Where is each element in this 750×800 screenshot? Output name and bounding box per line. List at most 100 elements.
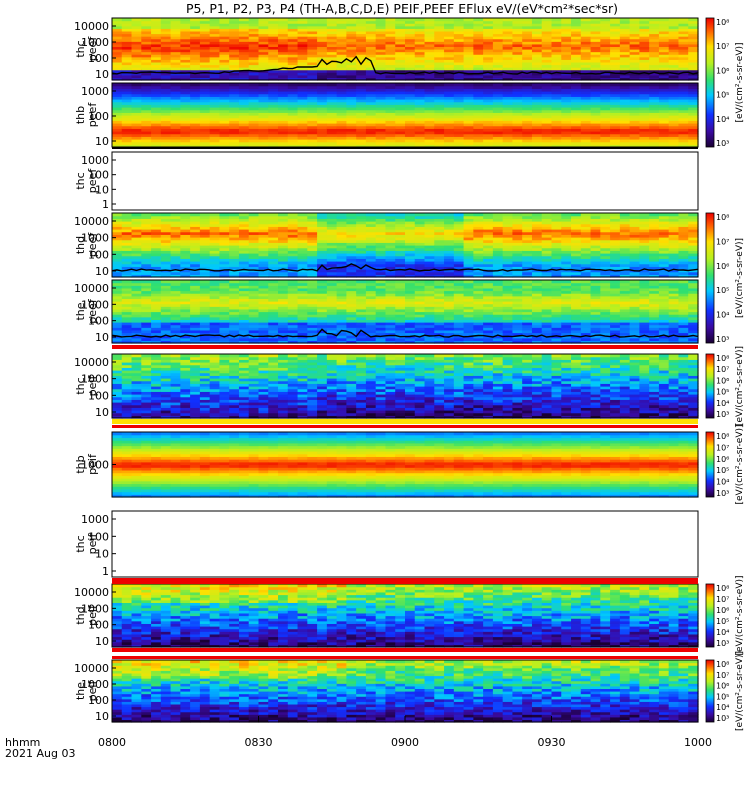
heat-cell xyxy=(238,72,250,76)
heat-cell xyxy=(297,51,308,55)
heat-cell xyxy=(258,49,269,53)
heat-cell xyxy=(258,74,269,79)
heat-cell xyxy=(365,46,377,50)
heat-cell xyxy=(395,36,406,40)
heat-cell xyxy=(199,54,211,58)
heat-cell xyxy=(209,33,221,37)
heat-cell xyxy=(434,49,445,53)
heat-cell xyxy=(444,23,455,27)
heat-cell xyxy=(356,74,367,79)
heat-cell xyxy=(238,56,250,60)
heat-cell xyxy=(238,61,250,66)
heat-cell xyxy=(453,20,465,24)
heat-cell xyxy=(131,64,142,68)
heat-cell xyxy=(307,56,318,60)
heat-cell xyxy=(346,64,357,68)
heat-cell xyxy=(180,25,191,29)
heat-cell xyxy=(444,46,455,50)
heat-cell xyxy=(258,33,269,37)
heat-cell xyxy=(268,20,279,24)
heat-cell xyxy=(219,74,230,79)
heat-cell xyxy=(346,33,357,37)
heat-cell xyxy=(385,64,396,68)
heat-cell xyxy=(297,69,308,73)
y-tick-label: 100 xyxy=(88,110,109,123)
heat-cell xyxy=(414,61,426,66)
heat-cell xyxy=(453,43,465,48)
heat-cell xyxy=(229,59,240,63)
heat-cell xyxy=(424,74,435,79)
heat-cell xyxy=(180,59,191,63)
heat-cell xyxy=(375,25,387,29)
heat-cell xyxy=(268,61,279,66)
heat-cell xyxy=(190,20,201,24)
heat-cell xyxy=(287,25,299,29)
heat-cell xyxy=(170,20,181,24)
heat-cell xyxy=(424,36,435,40)
heat-cell xyxy=(180,41,191,45)
heat-cell xyxy=(375,61,387,66)
heat-cell xyxy=(346,69,357,73)
heat-cell xyxy=(190,30,201,35)
heat-cell xyxy=(444,54,455,58)
heat-cell xyxy=(434,67,445,71)
heat-cell xyxy=(190,59,201,63)
heat-cell xyxy=(307,51,318,55)
heat-cell xyxy=(307,23,318,27)
heat-cell xyxy=(258,77,269,81)
heat-cell xyxy=(287,33,299,37)
heat-cell xyxy=(492,25,504,29)
heat-cell xyxy=(287,72,299,76)
heat-cell xyxy=(414,46,426,50)
heat-cell xyxy=(424,64,435,68)
heat-cell xyxy=(112,28,123,32)
heat-cell xyxy=(160,38,172,42)
heat-cell xyxy=(229,18,240,22)
heat-cell xyxy=(278,25,289,29)
heat-cell xyxy=(434,36,445,40)
heat-cell xyxy=(229,49,240,53)
heat-cell xyxy=(170,28,181,32)
heat-cell xyxy=(492,74,504,79)
heat-cell xyxy=(405,46,416,50)
heat-cell xyxy=(375,56,387,60)
heat-cell xyxy=(473,23,484,27)
heat-cell xyxy=(268,18,279,22)
heat-cell xyxy=(258,59,269,63)
heat-cell xyxy=(473,49,484,53)
heat-cell xyxy=(336,30,347,35)
heat-cell xyxy=(141,59,152,63)
heat-cell xyxy=(463,74,474,79)
heat-cell xyxy=(356,30,367,35)
heat-cell xyxy=(492,33,504,37)
heat-cell xyxy=(346,38,357,42)
heat-cell xyxy=(248,41,260,45)
heat-cell xyxy=(248,30,260,35)
heat-cell xyxy=(278,61,289,66)
heat-cell xyxy=(131,33,142,37)
heat-cell xyxy=(365,72,377,76)
heat-cell xyxy=(199,43,211,48)
heat-cell xyxy=(317,18,328,22)
heat-cell xyxy=(170,30,181,35)
heat-cell xyxy=(463,30,474,35)
heat-cell xyxy=(405,59,416,63)
heat-cell xyxy=(424,59,435,63)
heat-cell xyxy=(453,33,465,37)
heat-cell xyxy=(199,20,211,24)
heat-cell xyxy=(112,25,123,29)
heat-cell xyxy=(307,41,318,45)
heat-cell xyxy=(492,54,504,58)
heat-cell xyxy=(317,25,328,29)
heat-cell xyxy=(395,64,406,68)
heat-cell xyxy=(170,64,181,68)
heat-cell xyxy=(238,64,250,68)
heat-cell xyxy=(307,64,318,68)
heat-cell xyxy=(385,25,396,29)
heat-cell xyxy=(209,23,221,27)
heat-cell xyxy=(160,67,172,71)
heat-cell xyxy=(209,30,221,35)
heat-cell xyxy=(463,64,474,68)
heat-cell xyxy=(199,33,211,37)
